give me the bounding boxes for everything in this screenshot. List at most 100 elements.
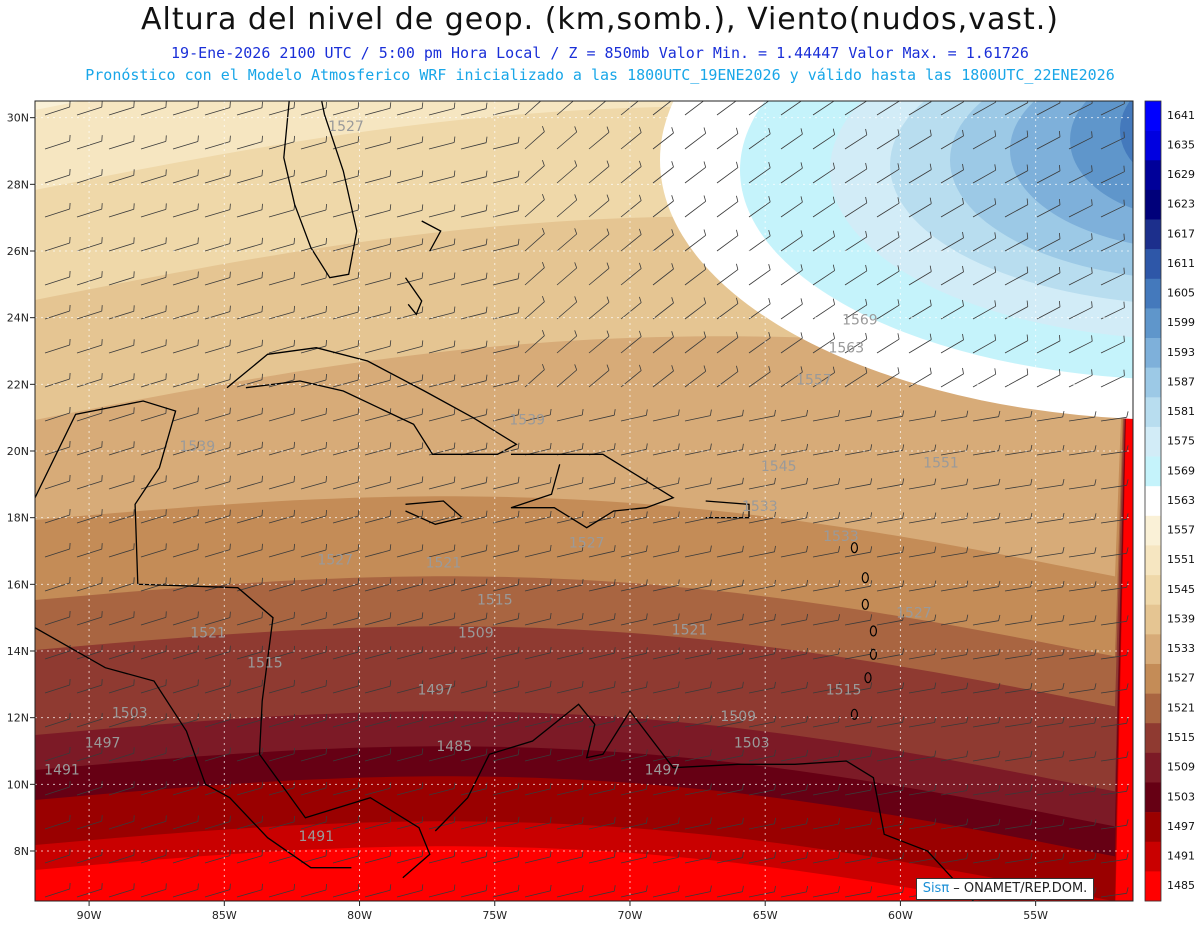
- legend-label: 1635: [1167, 138, 1195, 151]
- wind-barb: [262, 884, 263, 890]
- legend-swatch: [1145, 664, 1161, 694]
- wind-barb: [262, 476, 263, 482]
- y-tick-label: 22N: [7, 378, 29, 391]
- wind-barb: [198, 680, 199, 686]
- wind-barb: [1124, 370, 1125, 376]
- field-band: [35, 26, 1133, 110]
- wind-barb: [262, 442, 263, 448]
- wind-barb: [198, 578, 199, 584]
- contour-label: 1509: [720, 709, 756, 725]
- contour-label: 1503: [112, 706, 148, 722]
- wind-barb: [198, 612, 199, 618]
- plot-area: 1527153915391545 155115571563156915331533…: [35, 0, 1200, 926]
- legend-swatch: [1145, 842, 1161, 872]
- legend-label: 1545: [1167, 583, 1195, 596]
- legend-swatch: [1145, 279, 1161, 309]
- wind-barb: [230, 782, 231, 788]
- wind-barb: [230, 748, 231, 754]
- contour-label: 1545: [761, 459, 797, 475]
- wind-barb: [262, 374, 263, 380]
- wind-barb: [1124, 336, 1125, 342]
- y-tick-label: 12N: [7, 712, 29, 725]
- contour-label: 1503: [734, 736, 770, 752]
- wind-barb: [230, 476, 231, 482]
- credit-brand: Sisπ: [923, 881, 949, 896]
- y-tick-label: 8N: [14, 845, 29, 858]
- wind-barb: [704, 94, 706, 100]
- wind-barb: [198, 714, 199, 720]
- wind-barb: [198, 884, 199, 890]
- contour-label: 1557: [796, 372, 832, 388]
- contour-label: 1539: [179, 439, 215, 455]
- contour-label: 1533: [742, 499, 778, 515]
- legend-label: 1581: [1167, 405, 1195, 418]
- contour-label: 1515: [247, 656, 283, 672]
- wind-barb: [262, 136, 263, 142]
- wind-barb: [198, 170, 199, 176]
- legend-swatch: [1145, 782, 1161, 812]
- contour-label: 1527: [317, 552, 353, 568]
- wind-barb: [1124, 132, 1125, 138]
- x-tick-label: 60W: [888, 909, 913, 922]
- legend-swatch: [1145, 753, 1161, 783]
- x-tick-label: 75W: [482, 909, 507, 922]
- legend-label: 1587: [1167, 375, 1195, 388]
- y-tick-label: 10N: [7, 778, 29, 791]
- legend-swatch: [1145, 812, 1161, 842]
- legend-label: 1605: [1167, 287, 1195, 300]
- legend-swatch: [1145, 368, 1161, 398]
- y-tick-label: 24N: [7, 312, 29, 325]
- x-tick-label: 85W: [212, 909, 237, 922]
- x-tick-label: 65W: [753, 909, 778, 922]
- legend-label: 1599: [1167, 316, 1195, 329]
- legend-swatch: [1145, 101, 1161, 131]
- color-legend: 1641163516291623161716111605159915931587…: [1145, 101, 1195, 901]
- wind-barb: [262, 850, 263, 856]
- legend-swatch: [1145, 397, 1161, 427]
- legend-label: 1509: [1167, 761, 1195, 774]
- legend-label: 1563: [1167, 494, 1195, 507]
- wind-barb: [1124, 166, 1125, 172]
- wind-barb: [230, 170, 231, 176]
- wind-barb: [262, 646, 263, 652]
- legend-label: 1527: [1167, 672, 1195, 685]
- wind-barb: [262, 238, 263, 244]
- wind-barb: [262, 680, 263, 686]
- wind-barb: [230, 204, 231, 210]
- wind-barb: [262, 748, 263, 754]
- wind-barb: [198, 102, 199, 108]
- wind-barb: [801, 94, 802, 100]
- wind-barb: [230, 442, 231, 448]
- contour-label: 1515: [477, 592, 513, 608]
- wind-barb: [262, 544, 263, 550]
- wind-barb: [262, 306, 263, 312]
- wind-barb: [198, 850, 199, 856]
- credit-text: ONAMET/REP.DOM.: [964, 881, 1087, 896]
- legend-label: 1485: [1167, 879, 1195, 892]
- legend-label: 1503: [1167, 790, 1195, 803]
- x-tick-label: 55W: [1023, 909, 1048, 922]
- contour-label: 1497: [645, 762, 681, 778]
- wind-barb: [1124, 200, 1125, 206]
- contour-label: 1569: [842, 312, 878, 328]
- wind-barb: [230, 816, 231, 822]
- contour-label: 1521: [426, 556, 462, 572]
- wind-barb: [230, 714, 231, 720]
- contour-label: 1485: [436, 739, 472, 755]
- wind-barb: [262, 578, 263, 584]
- contour-label: 1563: [828, 341, 864, 357]
- wind-barb: [230, 136, 231, 142]
- wind-barb: [1124, 302, 1125, 308]
- legend-swatch: [1145, 634, 1161, 664]
- contour-label: 1497: [85, 736, 121, 752]
- contour-label: 1539: [509, 412, 545, 428]
- legend-label: 1569: [1167, 464, 1195, 477]
- legend-swatch: [1145, 427, 1161, 457]
- wind-barb: [262, 782, 263, 788]
- contour-label: 1491: [44, 762, 80, 778]
- wind-barb: [230, 544, 231, 550]
- wind-barb: [230, 306, 231, 312]
- legend-label: 1497: [1167, 820, 1195, 833]
- wind-barb: [198, 204, 199, 210]
- legend-label: 1575: [1167, 435, 1195, 448]
